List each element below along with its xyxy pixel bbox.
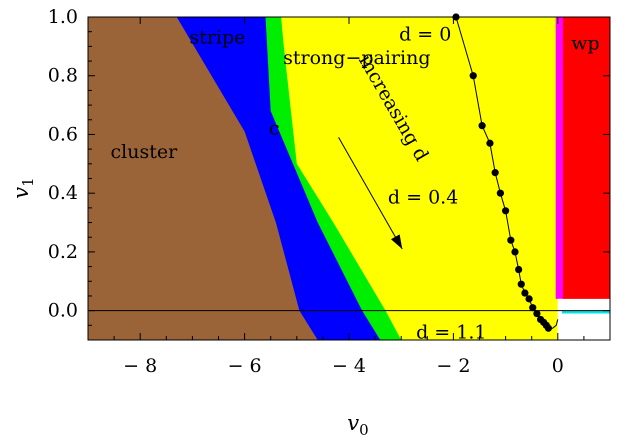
series-point — [529, 304, 537, 312]
region-label-cluster: cluster — [111, 141, 179, 163]
region-label-strong-pairing: strong−pairing — [283, 47, 430, 69]
arrow-head — [390, 234, 403, 249]
region-white-patch — [557, 298, 610, 340]
region-label-wp: wp — [571, 32, 599, 54]
series-point — [496, 189, 504, 197]
region-layer — [88, 17, 610, 340]
boundary-magenta — [555, 17, 563, 299]
series-tail — [548, 319, 559, 329]
increasing-d-arrow — [338, 137, 403, 250]
series-point — [521, 289, 529, 297]
x-tick-label: − 2 — [436, 355, 470, 377]
series-point — [486, 139, 494, 147]
series-point — [469, 72, 477, 80]
x-axis-title-sub: 0 — [359, 421, 369, 435]
x-tick-label: − 8 — [123, 355, 157, 377]
region-cluster — [88, 17, 318, 340]
y-tick-label: 0.2 — [48, 241, 78, 263]
region-label-stripe: stripe — [189, 26, 245, 48]
series-point — [491, 169, 499, 177]
x-axis-title: v0 — [347, 411, 368, 435]
series-point — [507, 236, 515, 244]
series-point — [478, 122, 486, 130]
y-tick-label: 1.0 — [48, 6, 78, 28]
y-tick-label: 0.4 — [48, 182, 78, 204]
region-label-c: c — [269, 117, 280, 139]
series-point — [517, 280, 525, 288]
y-tick-label: 0.8 — [48, 65, 78, 87]
x-tick-label: − 6 — [228, 355, 262, 377]
y-tick-label: 0.0 — [48, 300, 78, 322]
x-tick-label: − 4 — [332, 355, 366, 377]
curve-annotation: d = 0.4 — [388, 187, 458, 209]
curve-annotation: d = 1.1 — [416, 322, 486, 344]
boundary-cyan — [562, 310, 610, 314]
region-wp — [563, 17, 610, 299]
x-tick-label: 0 — [552, 355, 564, 377]
curve-annotation: d = 0 — [399, 24, 451, 46]
x-axis-title-main: v — [347, 411, 359, 435]
y-axis-title-main: v — [9, 187, 33, 199]
series-point — [502, 207, 510, 215]
tick-layer: − 8 − 6 − 4 − 2 0 0.0 0.2 0.4 0.6 0.8 1.0 — [48, 6, 610, 377]
series-point — [525, 295, 533, 303]
series-point — [515, 265, 523, 274]
series-point — [511, 248, 519, 256]
y-axis-title-sub: 1 — [19, 177, 37, 187]
series-point — [533, 309, 541, 318]
y-tick-label: 0.6 — [48, 123, 78, 145]
y-axis-title: v1 — [9, 177, 37, 198]
